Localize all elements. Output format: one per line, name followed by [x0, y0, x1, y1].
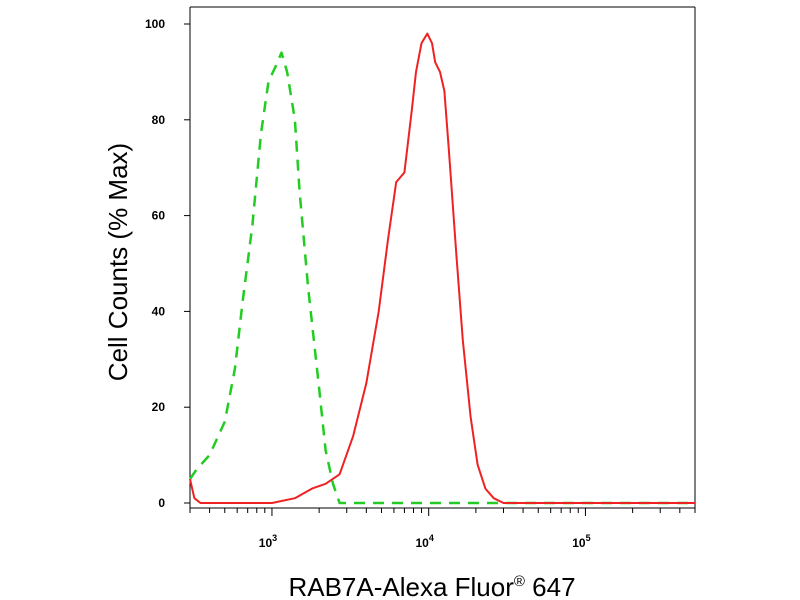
x-axis-label: RAB7A-Alexa Fluor® 647	[288, 572, 575, 600]
y-tick-label: 0	[158, 496, 165, 510]
plot-frame	[189, 6, 696, 509]
x-axis-label-main: RAB7A-Alexa Fluor	[288, 572, 514, 600]
x-tick-base: 10	[572, 536, 586, 550]
x-tick-base: 10	[259, 536, 273, 550]
control-histogram-line	[188, 51, 695, 505]
x-tick-base: 10	[416, 536, 430, 550]
sample-histogram-line	[189, 32, 695, 504]
y-axis-label: Cell Counts (% Max)	[103, 143, 133, 381]
y-tick-label: 100	[145, 17, 165, 31]
y-tick-label: 80	[152, 113, 166, 127]
x-tick-label: 105	[572, 533, 590, 550]
y-tick-label: 20	[152, 400, 166, 414]
x-tick-label: 103	[259, 533, 277, 550]
series-layer	[188, 32, 695, 505]
x-tick-exponent: 3	[272, 533, 277, 543]
x-tick-exponent: 4	[429, 533, 434, 543]
y-ticks: 0 20 40 60 80 100	[145, 17, 190, 510]
y-tick-label: 60	[152, 209, 166, 223]
x-ticks: 103 104 105	[189, 508, 696, 550]
y-tick-label: 40	[152, 304, 166, 318]
x-tick-label: 104	[416, 533, 434, 550]
x-axis-label-registered-mark: ®	[514, 573, 525, 590]
x-axis-label-suffix: 647	[525, 572, 576, 600]
x-tick-exponent: 5	[586, 533, 591, 543]
